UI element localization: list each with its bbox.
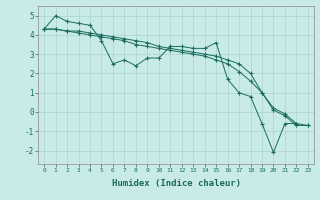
X-axis label: Humidex (Indice chaleur): Humidex (Indice chaleur): [111, 179, 241, 188]
